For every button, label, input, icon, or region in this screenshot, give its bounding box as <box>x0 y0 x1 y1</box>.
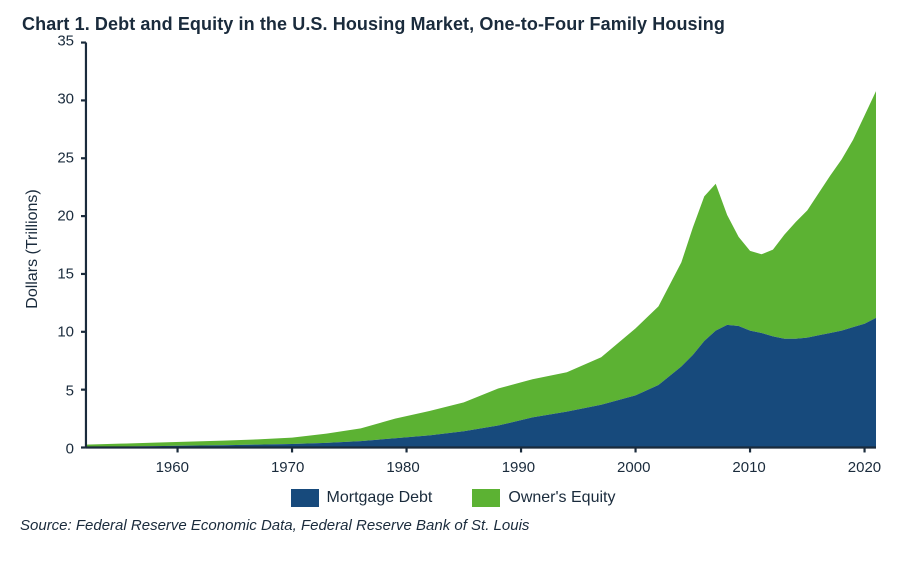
x-tick-label: 1980 <box>386 459 419 476</box>
y-tick-label: 35 <box>57 33 74 50</box>
x-ticks: 1960197019801990200020102020 <box>80 457 876 483</box>
legend-label: Owner's Equity <box>508 489 615 507</box>
x-tick-label: 2020 <box>848 459 881 476</box>
legend-label: Mortgage Debt <box>327 489 433 507</box>
x-tick-label: 2000 <box>617 459 650 476</box>
chart-title: Chart 1. Debt and Equity in the U.S. Hou… <box>22 14 886 35</box>
y-tick-label: 30 <box>57 91 74 108</box>
chart-source: Source: Federal Reserve Economic Data, F… <box>20 517 886 534</box>
y-tick-label: 15 <box>57 266 74 283</box>
legend-item-owners-equity: Owner's Equity <box>472 489 615 507</box>
y-tick-label: 20 <box>57 207 74 224</box>
chart-row: Dollars (Trillions) 05101520253035 <box>20 41 886 457</box>
y-ticks: 05101520253035 <box>46 41 80 449</box>
legend-swatch <box>472 489 500 507</box>
x-tick-label: 1960 <box>156 459 189 476</box>
y-tick-label: 5 <box>66 382 74 399</box>
x-tick-label: 1970 <box>271 459 304 476</box>
x-tick-label: 1990 <box>502 459 535 476</box>
x-tick-label: 2010 <box>732 459 765 476</box>
legend-swatch <box>291 489 319 507</box>
y-tick-label: 10 <box>57 324 74 341</box>
y-tick-label: 0 <box>66 441 74 458</box>
legend-item-mortgage-debt: Mortgage Debt <box>291 489 433 507</box>
plot-area <box>80 41 886 457</box>
legend: Mortgage Debt Owner's Equity <box>20 489 886 507</box>
y-axis-label: Dollars (Trillions) <box>24 189 42 308</box>
y-tick-label: 25 <box>57 149 74 166</box>
